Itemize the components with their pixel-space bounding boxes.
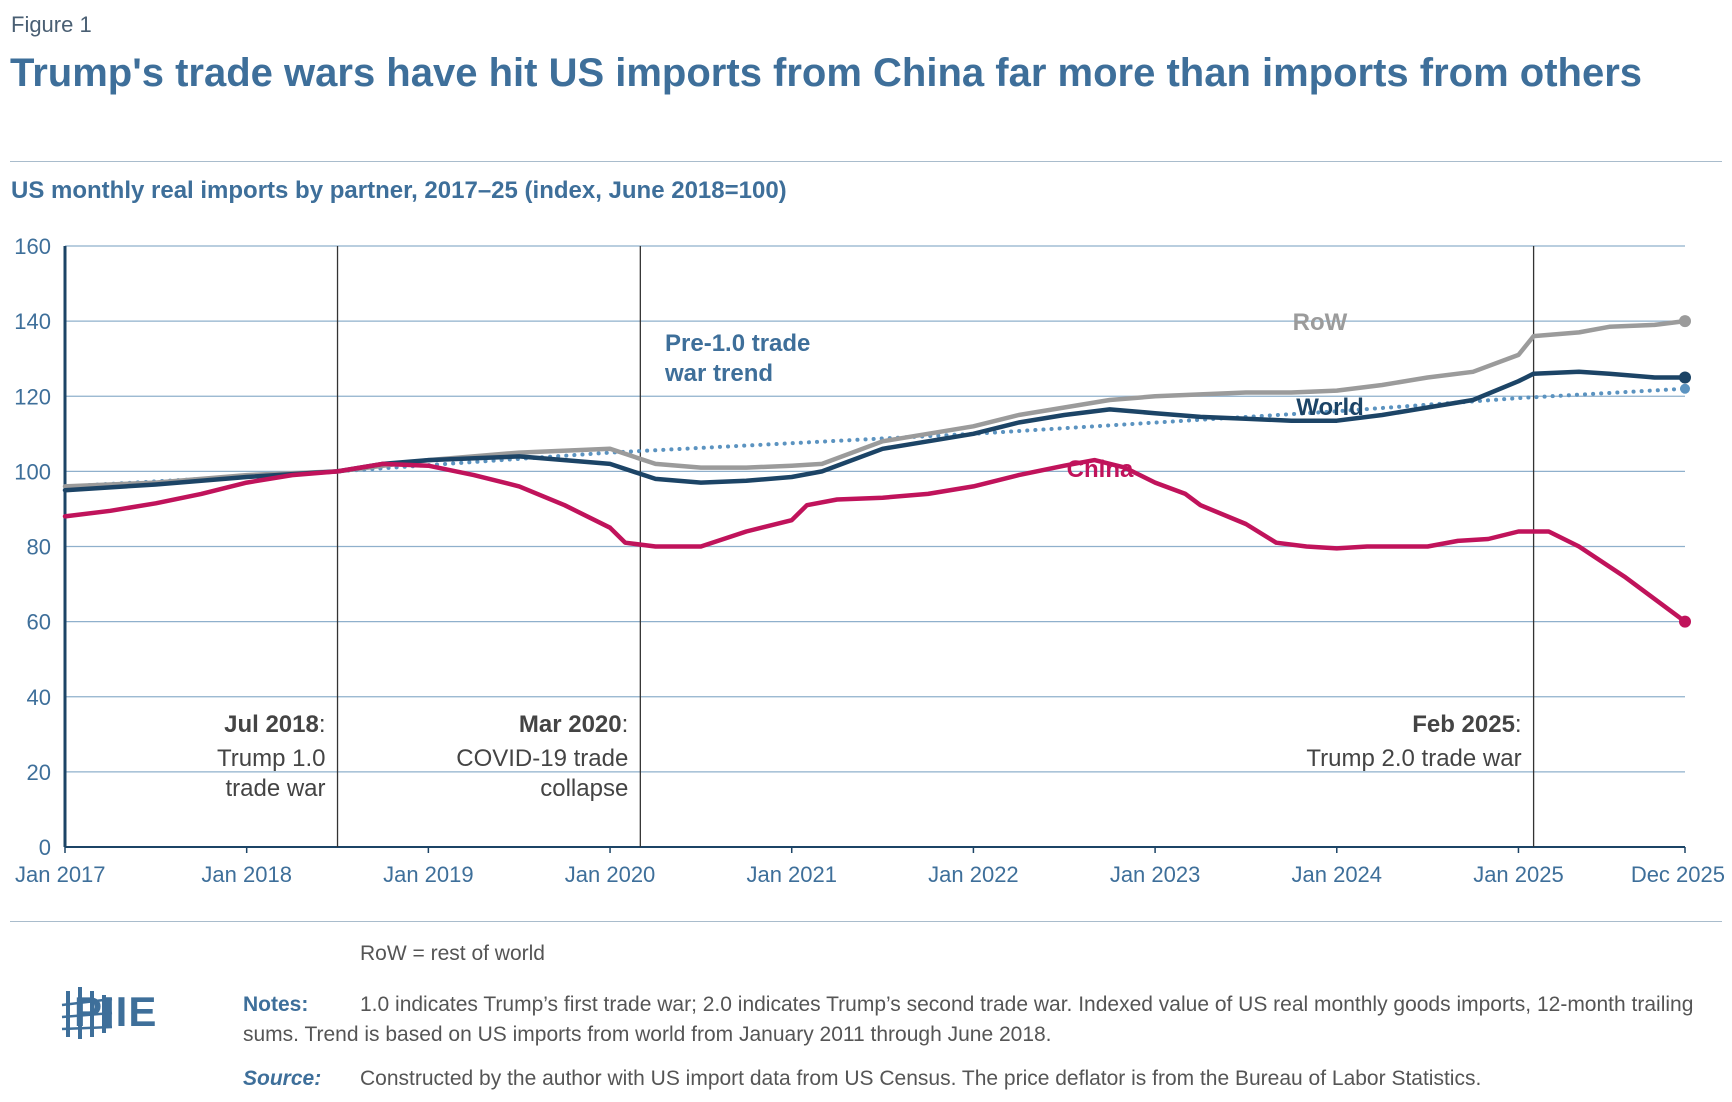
title-divider <box>10 161 1722 162</box>
source: Source: Constructed by the author with US… <box>243 1067 1723 1091</box>
series-end-marker-world <box>1679 371 1691 384</box>
event-date: Jul 2018 <box>224 711 319 738</box>
y-tick-label: 100 <box>14 459 51 484</box>
event-label: Feb 2025: <box>1412 711 1521 738</box>
y-tick-label: 0 <box>39 835 51 860</box>
series-line-row <box>62 318 1688 489</box>
x-tick-label: Jan 2022 <box>928 862 1019 887</box>
x-tick-label: Jan 2017 <box>15 862 106 887</box>
x-tick-label: Dec 2025 <box>1631 862 1725 887</box>
trend-label: war trend <box>664 360 773 387</box>
trend-label: Pre-1.0 trade <box>665 330 810 357</box>
piie-logo-text: PIIE <box>74 988 158 1035</box>
event-colon: : <box>1515 711 1522 738</box>
x-tick-label: Jan 2023 <box>1110 862 1201 887</box>
x-tick-label: Jan 2025 <box>1473 862 1564 887</box>
footer-divider <box>10 921 1722 922</box>
source-label: Source: <box>243 1067 322 1090</box>
x-tick-label: Jan 2019 <box>383 862 474 887</box>
event-desc: COVID-19 trade <box>456 745 628 772</box>
event-colon: : <box>319 711 326 738</box>
series-end-marker-row <box>1679 315 1691 328</box>
y-tick-label: 140 <box>14 309 51 334</box>
chart-subtitle: US monthly real imports by partner, 2017… <box>11 177 787 204</box>
event-desc: trade war <box>225 775 325 802</box>
piie-logo-icon <box>61 987 113 1039</box>
series-label-china: China <box>1067 456 1134 483</box>
event-desc: Trump 2.0 trade war <box>1306 745 1521 772</box>
notes-text: 1.0 indicates Trump’s first trade war; 2… <box>243 993 1694 1046</box>
y-tick-label: 160 <box>14 234 51 259</box>
y-tick-label: 80 <box>27 535 51 560</box>
figure-label: Figure 1 <box>11 12 92 37</box>
y-tick-label: 60 <box>27 610 51 635</box>
series-end-marker-trend <box>1680 383 1690 394</box>
chart-title: Trump's trade wars have hit US imports f… <box>10 51 1643 95</box>
event-date: Mar 2020 <box>519 711 622 738</box>
event-desc: Trump 1.0 <box>217 745 325 772</box>
event-colon: : <box>622 711 629 738</box>
series-line-trend <box>63 386 1687 489</box>
y-tick-label: 120 <box>14 384 51 409</box>
event-label: Mar 2020: <box>519 711 628 738</box>
line-chart: 0 20 40 60 80 100 120 140 160 Jan 2017 Jan 2018 Jan… <box>14 234 1725 887</box>
x-tick-label: Jan 2024 <box>1292 862 1383 887</box>
notes: Notes: 1.0 indicates Trump’s first trade … <box>243 990 1703 1050</box>
event-label: Jul 2018: <box>224 711 325 738</box>
event-desc: collapse <box>540 775 628 802</box>
x-tick-label: Jan 2020 <box>565 862 656 887</box>
series-label-world: World <box>1296 394 1364 421</box>
series-line-china <box>62 457 1688 624</box>
event-date: Feb 2025 <box>1412 711 1515 738</box>
series-end-marker-china <box>1679 615 1691 628</box>
x-tick-label: Jan 2018 <box>201 862 292 887</box>
legend-note: RoW = rest of world <box>360 942 545 965</box>
source-text: Constructed by the author with US import… <box>360 1067 1482 1090</box>
x-tick-label: Jan 2021 <box>746 862 837 887</box>
y-tick-label: 20 <box>27 760 51 785</box>
notes-label: Notes: <box>243 993 309 1016</box>
series-line-world <box>62 369 1688 493</box>
series-label-row: RoW <box>1293 309 1348 336</box>
y-tick-label: 40 <box>27 685 51 710</box>
